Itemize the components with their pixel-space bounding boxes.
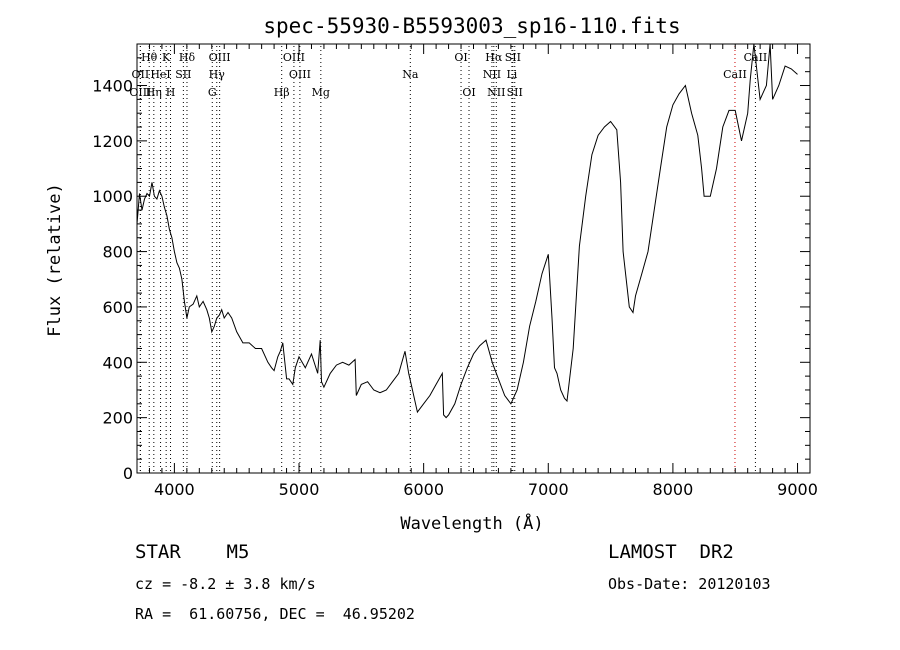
x-tick-label: 4000 bbox=[154, 480, 195, 499]
plot-frame bbox=[136, 43, 811, 474]
line-label-22: Hβ bbox=[274, 86, 290, 99]
y-axis-ticks: 0 200 400 600 800 1000 1200 1400 bbox=[92, 57, 810, 483]
y-tick-label: 0 bbox=[123, 464, 133, 483]
line-label-4: OIII bbox=[283, 51, 305, 64]
line-label-24: OI bbox=[462, 86, 475, 99]
line-label-6: Hα bbox=[485, 51, 503, 64]
survey-label: LAMOST DR2 bbox=[608, 541, 734, 563]
line-label-1: K bbox=[162, 51, 171, 64]
y-tick-label: 1200 bbox=[92, 132, 133, 151]
line-label-2: Hδ bbox=[179, 51, 196, 64]
line-label-17: CaII bbox=[723, 68, 747, 81]
x-axis-ticks: 4000 5000 6000 7000 8000 9000 bbox=[148, 44, 818, 499]
coordinates-label: RA = 61.60756, DEC = 46.95202 bbox=[135, 605, 415, 623]
spectral-line-markers bbox=[139, 46, 756, 473]
obs-date-label: Obs-Date: 20120103 bbox=[608, 575, 771, 593]
flux-series-line bbox=[136, 43, 798, 419]
y-tick-label: 400 bbox=[102, 353, 133, 372]
line-label-5: OI bbox=[454, 51, 467, 64]
line-label-14: Na bbox=[402, 68, 419, 81]
y-tick-label: 1400 bbox=[92, 77, 133, 96]
line-label-25: NII bbox=[487, 86, 505, 99]
line-label-3: OIII bbox=[209, 51, 231, 64]
y-tick-label: 600 bbox=[102, 298, 133, 317]
line-label-16: Li bbox=[506, 68, 517, 81]
line-label-15: NII bbox=[483, 68, 501, 81]
redshift-label: cz = -8.2 ± 3.8 km/s bbox=[135, 575, 316, 593]
x-tick-label: 6000 bbox=[403, 480, 444, 499]
line-label-13: OIII bbox=[289, 68, 311, 81]
line-label-11: SII bbox=[175, 68, 191, 81]
x-tick-label: 9000 bbox=[777, 480, 818, 499]
line-label-18: OIII bbox=[129, 86, 151, 99]
line-label-26: SII bbox=[507, 86, 523, 99]
y-tick-label: 1000 bbox=[92, 187, 133, 206]
y-tick-label: 200 bbox=[102, 409, 133, 428]
y-tick-label: 800 bbox=[102, 243, 133, 262]
chart-title: spec-55930-B5593003_sp16-110.fits bbox=[263, 14, 680, 38]
line-label-12: Hγ bbox=[209, 68, 226, 81]
line-label-10: HeI bbox=[150, 68, 170, 81]
x-tick-label: 7000 bbox=[528, 480, 569, 499]
line-label-0: Hθ bbox=[141, 51, 158, 64]
x-tick-label: 5000 bbox=[279, 480, 320, 499]
y-axis-label: Flux (relative) bbox=[45, 183, 65, 337]
line-label-7: SII bbox=[505, 51, 521, 64]
line-label-9: OII bbox=[132, 68, 150, 81]
line-label-23: Mg bbox=[312, 86, 330, 99]
object-type-label: STAR M5 bbox=[135, 541, 250, 563]
line-label-21: G bbox=[208, 86, 217, 99]
line-label-20: H bbox=[166, 86, 176, 99]
x-axis-label: Wavelength (Å) bbox=[400, 512, 543, 534]
x-tick-label: 8000 bbox=[653, 480, 694, 499]
line-label-19: Hη bbox=[146, 86, 162, 99]
